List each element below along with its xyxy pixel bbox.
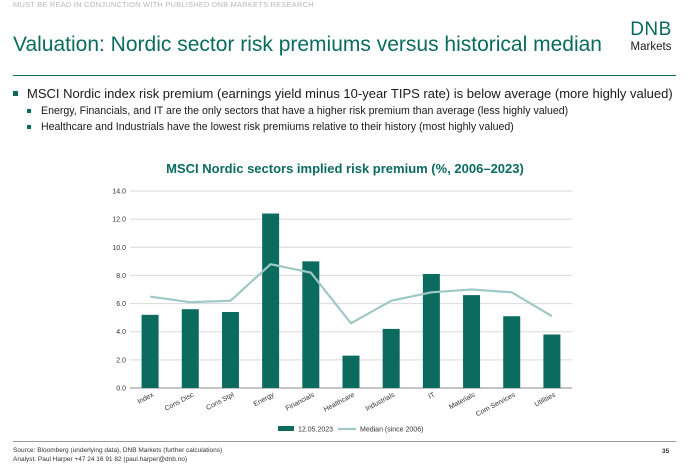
- y-tick-label: 8.0: [116, 273, 126, 280]
- bar: [302, 261, 320, 388]
- dnb-logo: DNB Markets: [628, 20, 674, 54]
- bar: [382, 328, 400, 388]
- x-tick-label: Financials: [285, 391, 317, 412]
- bullet-main: MSCI Nordic index risk premium (earnings…: [13, 86, 673, 101]
- bar: [342, 355, 360, 388]
- bar: [543, 334, 561, 388]
- y-tick-label: 10.0: [112, 245, 126, 252]
- footer: Source: Bloomberg (underlying data), DNB…: [13, 446, 222, 464]
- bar: [181, 309, 199, 388]
- x-tick-label: Index: [137, 391, 156, 405]
- x-tick-label: Cons Disc: [164, 391, 196, 412]
- logo-mark: DNB: [630, 19, 672, 40]
- x-tick-label: Industrials: [365, 391, 397, 412]
- median-line: [149, 263, 553, 325]
- page-number: 35: [662, 448, 670, 455]
- legend-swatch-bars: [278, 426, 294, 431]
- slide-title: Valuation: Nordic sector risk premiums v…: [13, 33, 602, 56]
- bar: [262, 213, 280, 388]
- y-tick-label: 4.0: [116, 329, 126, 336]
- footer-source: Source: Bloomberg (underlying data), DNB…: [13, 447, 223, 454]
- x-tick-label: Com Services: [475, 391, 517, 418]
- x-tick-label: Healthcare: [323, 392, 356, 414]
- bar: [463, 295, 481, 388]
- bullet-list: MSCI Nordic index risk premium (earnings…: [13, 86, 673, 133]
- risk-premium-chart: 0.0 2.0 4.0 6.0 8.0 10.0 12.0 14.0 Index Cons Dis…: [112, 189, 572, 434]
- y-tick-label: 12.0: [112, 217, 126, 224]
- legend-label-line: Median (since 2006): [360, 427, 423, 434]
- logo-word: Markets: [630, 41, 672, 53]
- disclaimer-banner: MUST BE READ IN CONJUNCTION WITH PUBLISH…: [13, 0, 314, 9]
- y-tick-label: 6.0: [116, 301, 126, 308]
- bar: [422, 274, 440, 388]
- x-tick-label: Energy: [253, 391, 276, 408]
- bar: [503, 316, 521, 388]
- y-tick-label: 2.0: [116, 357, 126, 364]
- chart-title: MSCI Nordic sectors implied risk premium…: [166, 161, 524, 176]
- x-tick-label: Materials: [448, 391, 477, 411]
- bullet-sub-2: Healthcare and Industrials have the lowe…: [13, 121, 673, 133]
- x-tick-label: Utilities: [534, 391, 558, 408]
- title-divider: [13, 75, 676, 76]
- bullet-sub-1: Energy, Financials, and IT are the only …: [13, 105, 673, 117]
- y-tick-label: 0.0: [116, 386, 126, 393]
- footer-analyst: Analyst: Paul Harper +47 24 16 91 82 (pa…: [13, 456, 188, 463]
- footer-divider: [13, 441, 676, 442]
- bar: [141, 314, 159, 388]
- x-tick-label: IT: [428, 391, 437, 400]
- legend-label-bars: 12.05.2023: [298, 427, 333, 434]
- y-tick-label: 14.0: [112, 189, 126, 196]
- x-tick-label: Cons Stpl: [205, 391, 235, 412]
- bar: [221, 312, 239, 388]
